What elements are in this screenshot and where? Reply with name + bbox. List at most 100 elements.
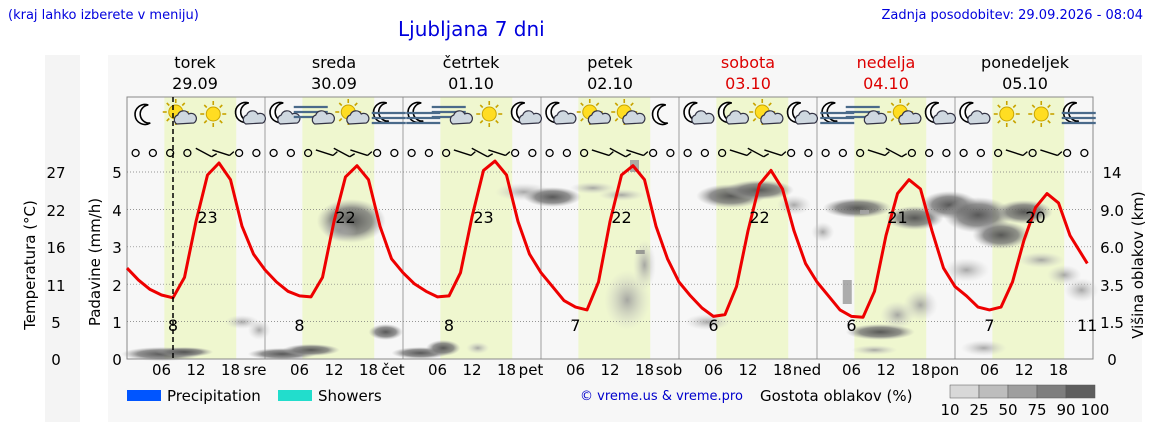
wind-barb-icon: [626, 149, 649, 157]
wind-barb-icon: [315, 149, 338, 157]
page-title: Ljubljana 7 dni: [398, 17, 545, 41]
temp-max-label: 23: [197, 208, 217, 227]
daylight-band: [164, 97, 237, 359]
hour-label: 12: [876, 361, 895, 379]
wind-calm-icon: [942, 148, 951, 158]
wind-barb-icon: [591, 149, 614, 157]
cloud-blob: [282, 344, 340, 356]
cloud-blob: [598, 189, 645, 201]
wind-calm-icon: [959, 148, 968, 158]
showers-swatch: [278, 390, 312, 401]
temp-tick: 11: [46, 277, 65, 295]
wind-calm-icon: [424, 148, 434, 158]
hour-label: 18: [773, 361, 792, 379]
hour-label: 18: [497, 361, 516, 379]
temp-min-label: 6: [846, 316, 856, 335]
cloud-blob: [1018, 252, 1065, 268]
temp-tick: 16: [46, 239, 65, 257]
legend: Precipitation Showers Gostota oblakov (%) 1…: [127, 384, 1109, 419]
precip-axis-label: Padavine (mm/h): [86, 198, 104, 326]
cloud-blob: [943, 258, 990, 282]
wind-calm-icon: [855, 148, 865, 158]
day-name-0: torek: [174, 53, 216, 72]
cloud-density-swatch: [1065, 384, 1096, 399]
day-abbrev: pet: [519, 361, 544, 379]
wind-calm-icon: [407, 148, 416, 158]
temp-max-label: 22: [611, 208, 631, 227]
wind-calm-icon: [390, 148, 399, 158]
cloud-density-swatch: [949, 384, 980, 399]
wind-calm-icon: [976, 148, 986, 158]
day-date-4: 03.10: [725, 74, 771, 93]
precip-tick: 4: [112, 202, 122, 220]
credit-link[interactable]: © vreme.us & vreme.pro: [580, 389, 743, 404]
temp-min-label: 8: [294, 316, 304, 335]
cloud-blob: [466, 342, 490, 354]
wind-barb-icon: [729, 149, 752, 157]
temp-min-label: 8: [444, 316, 454, 335]
cloud-height-tick: 9.0: [1100, 202, 1124, 220]
wind-calm-icon: [648, 148, 658, 158]
wind-calm-icon: [1028, 148, 1037, 158]
wind-barb-icon: [867, 149, 890, 157]
cloud-blob: [903, 289, 938, 321]
hour-label: 12: [462, 361, 481, 379]
wind-barb-icon: [471, 147, 494, 158]
temp-tick: 22: [46, 202, 65, 220]
temperature-line: [125, 159, 1089, 319]
wind-barb-icon: [350, 149, 373, 157]
day-date-2: 01.10: [448, 74, 494, 93]
cloud-density-level: 50: [998, 401, 1017, 419]
cloud-blob: [1064, 278, 1099, 302]
cloud-blob: [851, 345, 898, 355]
showers-label: Showers: [318, 387, 382, 405]
hour-label: 18: [1049, 361, 1068, 379]
wind-calm-icon: [148, 148, 158, 158]
cloud-height-tick: 14: [1102, 164, 1121, 182]
cloud-blob: [960, 340, 1007, 356]
wind-calm-icon: [700, 148, 710, 158]
daylight-band: [440, 97, 513, 359]
day-date-1: 30.09: [311, 74, 357, 93]
temp-tick: 0: [51, 351, 61, 369]
hour-label: 06: [980, 361, 999, 379]
cloud-density-label: Gostota oblakov (%): [760, 387, 913, 405]
precip-tick: 2: [112, 277, 122, 295]
cloud-blob: [633, 240, 656, 290]
precipitation-swatch: [127, 390, 161, 401]
day-name-5: nedelja: [857, 53, 916, 72]
hour-label: 18: [221, 361, 240, 379]
precip-tick: 5: [112, 164, 122, 182]
wind-calm-icon: [234, 148, 244, 158]
day-abbrev: ned: [793, 361, 821, 379]
cloud-axis-label: Višina oblakov (km): [1129, 191, 1147, 339]
cloud-blob: [426, 340, 461, 356]
temp-tick: 5: [51, 314, 61, 332]
wind-calm-icon: [907, 148, 917, 158]
wind-calm-icon: [562, 148, 572, 158]
wind-calm-icon: [269, 148, 278, 158]
day-abbrev: čet: [381, 361, 404, 379]
hour-label: 06: [704, 361, 723, 379]
wind-barb-icon: [1005, 149, 1028, 157]
wind-calm-icon: [545, 148, 554, 158]
temperature-curve: [125, 159, 1089, 319]
day-abbrev: sob: [656, 361, 683, 379]
hour-label: 06: [152, 361, 171, 379]
cloud-density-level: 25: [969, 401, 988, 419]
wind-barb-icon: [885, 147, 908, 158]
cloud-column: [860, 210, 869, 214]
wind-calm-icon: [510, 148, 520, 158]
temp-max-label: 21: [887, 208, 907, 227]
wind-calm-icon: [838, 148, 848, 158]
cloud-column: [635, 250, 645, 254]
temp-axis-label: Temperatura (°C): [21, 200, 39, 331]
wind-calm-icon: [528, 148, 537, 158]
day-headers: torek 29.09 sreda 30.09 četrtek 01.10 petek 02.…: [172, 53, 1070, 93]
plot-frame: [126, 96, 1094, 360]
wind-calm-icon: [183, 148, 192, 158]
wind-calm-icon: [303, 148, 313, 158]
wind-barb-icon: [609, 147, 632, 158]
wind-barb-icon: [1040, 149, 1063, 157]
